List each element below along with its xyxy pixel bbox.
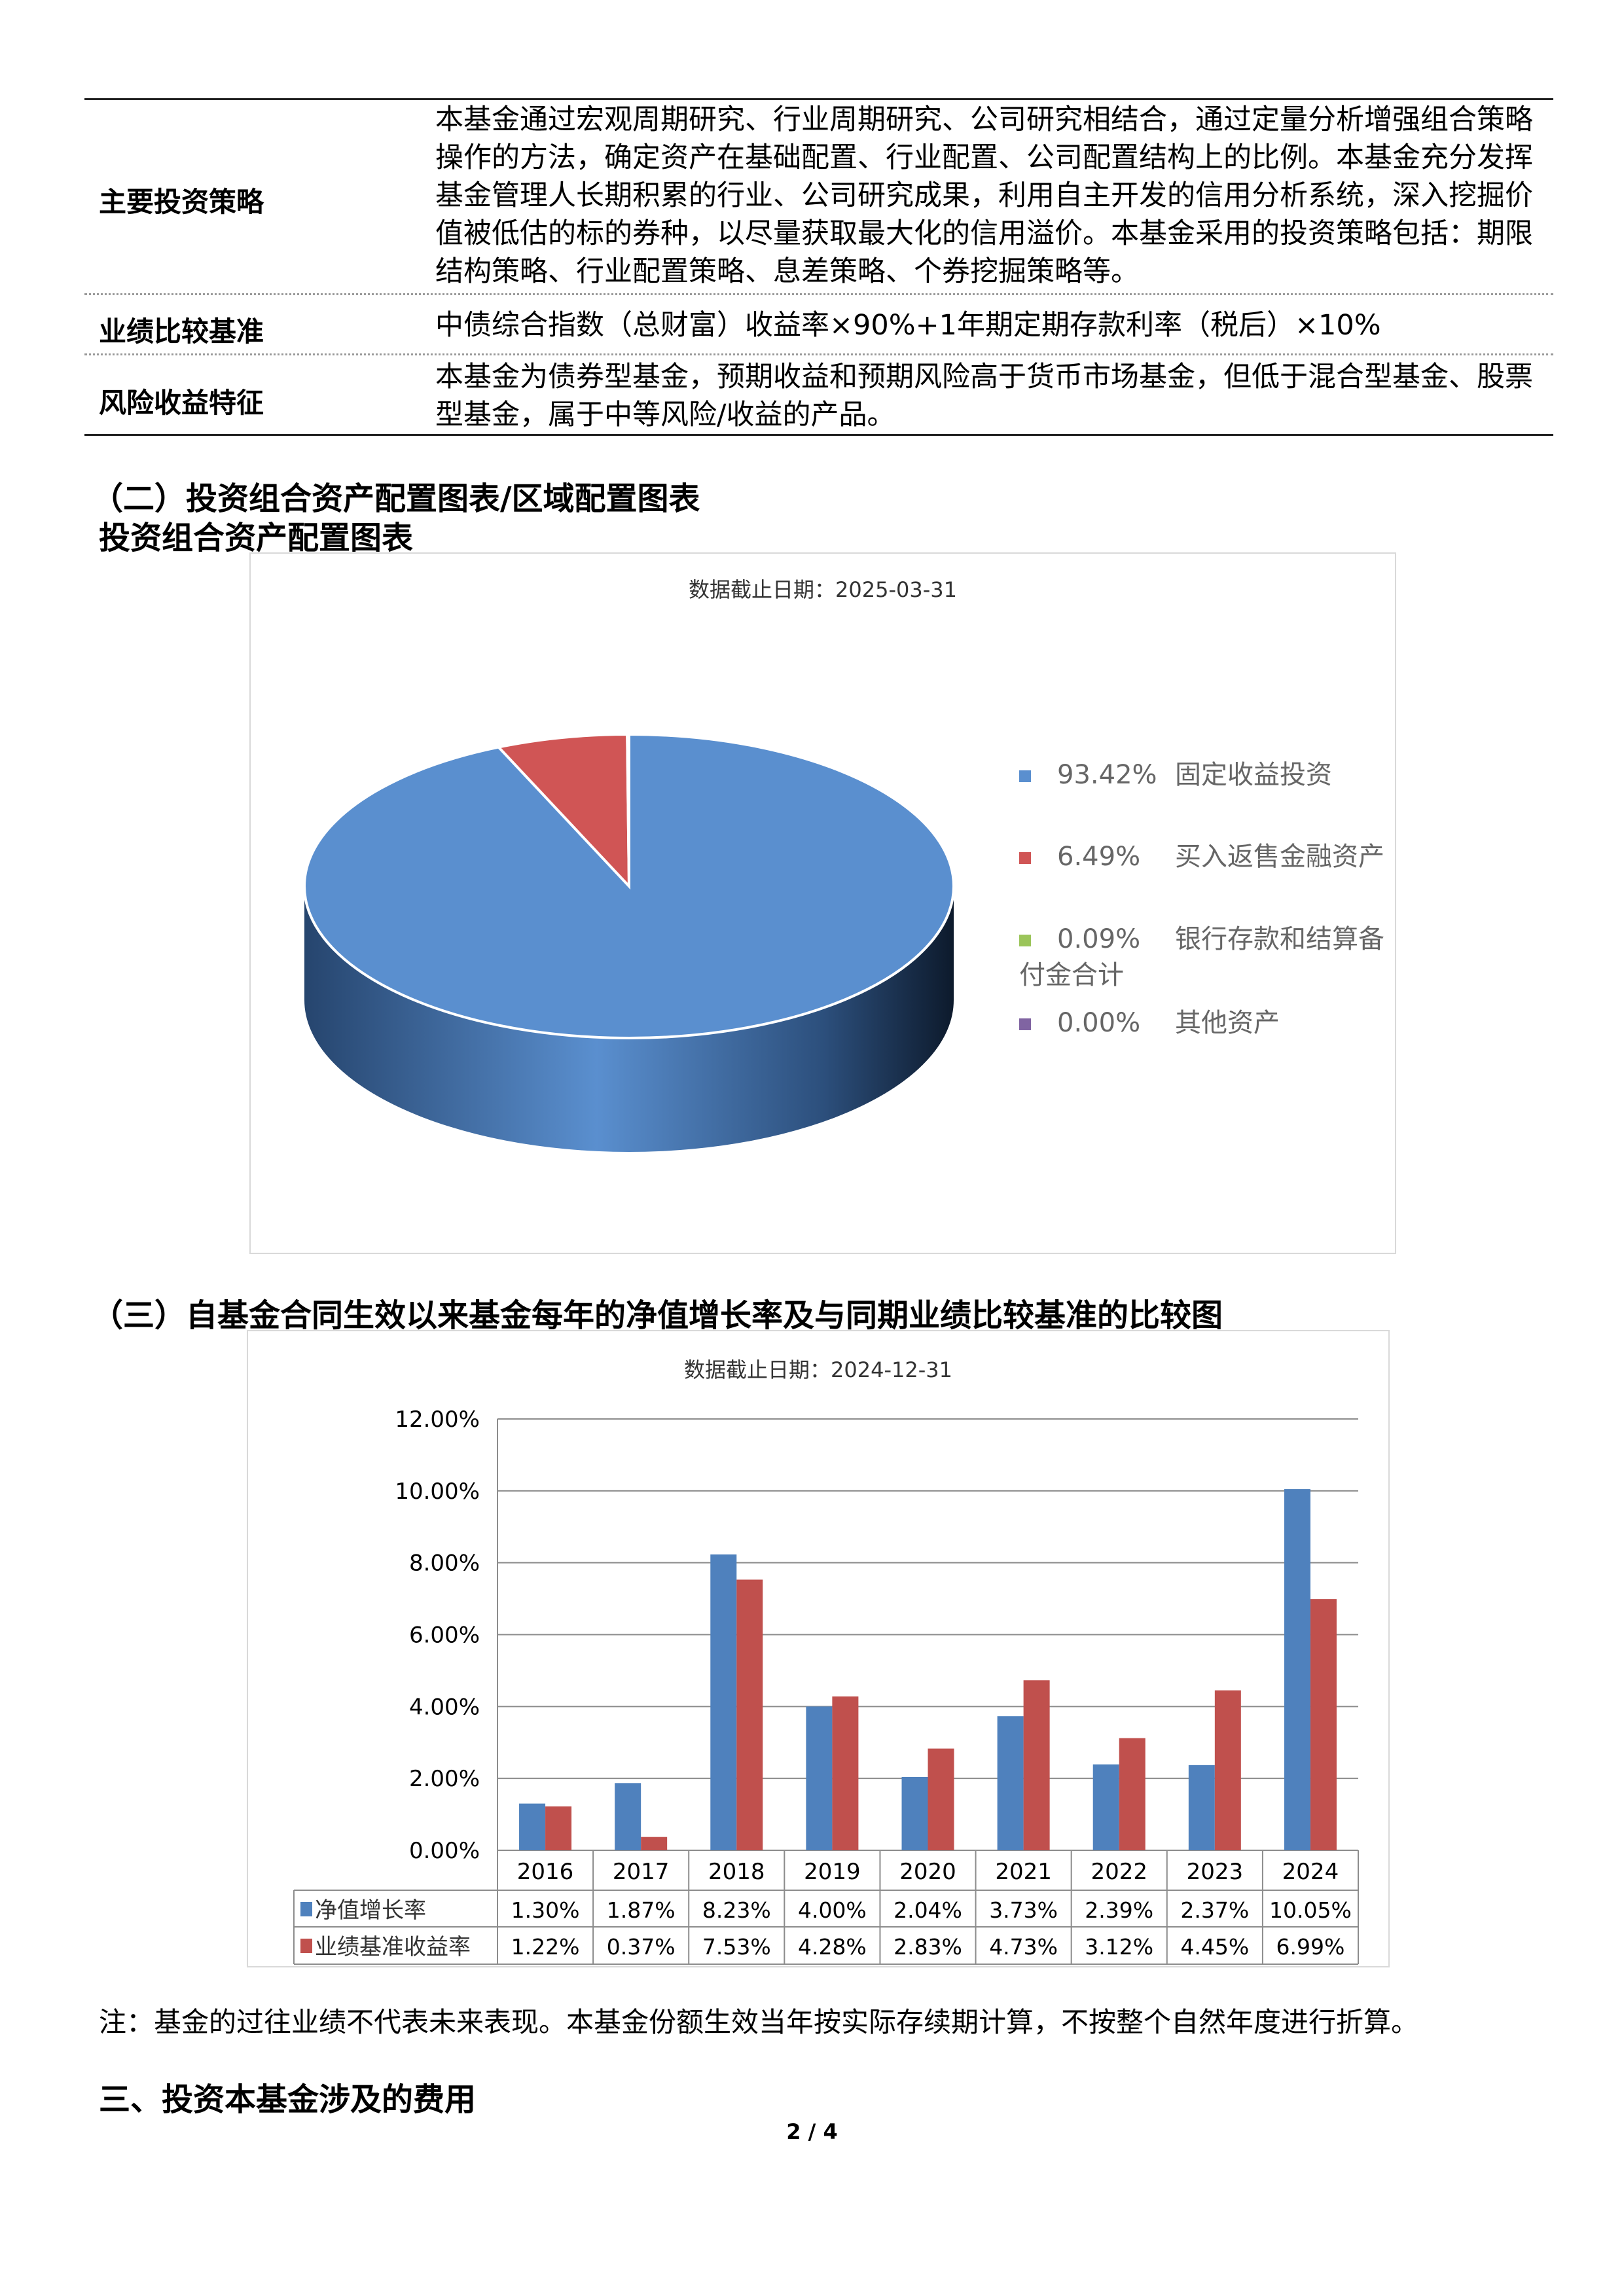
table-top-border: [84, 98, 1553, 100]
row-divider: [84, 293, 1553, 295]
bar: [997, 1716, 1024, 1850]
y-tick-label: 2.00%: [409, 1766, 480, 1792]
data-label: 1.30%: [511, 1897, 580, 1923]
data-label: 2.04%: [893, 1897, 962, 1923]
legend-value: 0.00%: [1057, 1008, 1141, 1038]
bar-chart: 0.00% 2.00% 4.00% 6.00% 8.00% 10.00% 12.00% 201…: [293, 1407, 1359, 1965]
section-heading-performance: （三）自基金合同生效以来基金每年的净值增长率及与同期业绩比较基准的比较图: [92, 1297, 1223, 1334]
legend-label: 固定收益投资: [1175, 760, 1332, 790]
data-label: 8.23%: [702, 1897, 771, 1923]
bar-chart-frame: 数据截止日期：2024-12-31: [247, 1330, 1390, 1967]
legend-swatch: [1019, 770, 1031, 782]
x-tick-label: 2020: [899, 1859, 956, 1885]
y-tick-label: 0.00%: [409, 1838, 480, 1864]
data-label: 3.73%: [989, 1897, 1058, 1923]
bar: [1188, 1765, 1215, 1850]
bar: [1310, 1599, 1337, 1850]
legend-value: 93.42%: [1057, 760, 1157, 790]
row-content-benchmark: 中债综合指数（总财富）收益率×90%+1年期定期存款利率（税后）×10%: [435, 309, 1381, 342]
y-tick-label: 10.00%: [395, 1479, 480, 1505]
performance-note: 注：基金的过往业绩不代表未来表现。本基金份额生效当年按实际存续期计算，不按整个自…: [99, 2006, 1419, 2038]
legend-item: 0.00% 其他资产: [1019, 1005, 1386, 1041]
data-label: 1.22%: [511, 1934, 580, 1960]
section-heading-fees: 三、投资本基金涉及的费用: [99, 2081, 477, 2118]
data-label: 2.83%: [893, 1934, 962, 1960]
row-label-risk: 风险收益特征: [99, 387, 264, 419]
x-tick-label: 2023: [1187, 1859, 1244, 1885]
legend-value: 0.09%: [1057, 924, 1141, 954]
bar: [545, 1806, 572, 1850]
pie-slice: [626, 732, 630, 887]
data-label: 2.37%: [1180, 1897, 1249, 1923]
x-tick-label: 2018: [708, 1859, 765, 1885]
row-content-risk: 本基金为债券型基金，预期收益和预期风险高于货币市场基金，但低于混合型基金、股票型…: [435, 361, 1533, 431]
data-label: 10.05%: [1269, 1897, 1352, 1923]
pie-side: [304, 886, 954, 1152]
bar: [832, 1696, 859, 1850]
bar: [615, 1783, 641, 1850]
data-label: 4.28%: [798, 1934, 867, 1960]
page-number: 2 / 4: [786, 2119, 838, 2144]
x-tick-label: 2021: [995, 1859, 1052, 1885]
y-tick-label: 6.00%: [409, 1623, 480, 1649]
legend-label: 买入返售金融资产: [1175, 842, 1384, 872]
data-label: 7.53%: [702, 1934, 771, 1960]
bar: [1119, 1738, 1146, 1850]
legend-swatch: [1019, 935, 1031, 946]
x-tick-label: 2016: [517, 1859, 574, 1885]
table-bottom-border: [84, 434, 1553, 436]
bar: [519, 1803, 546, 1850]
bar: [806, 1706, 833, 1850]
bar: [1284, 1489, 1310, 1850]
legend-label: 其他资产: [1175, 1008, 1280, 1038]
legend-item: 0.09% 银行存款和结算备付金合计: [1019, 922, 1386, 994]
x-tick-label: 2022: [1091, 1859, 1147, 1885]
legend-swatch: [1019, 852, 1031, 864]
legend-label: 银行存款和结算备付金合计: [1019, 924, 1384, 990]
bar: [736, 1579, 763, 1850]
data-label: 0.37%: [607, 1934, 676, 1960]
bar: [1214, 1690, 1241, 1850]
pie-chart-frame: 数据截止日期：2025-03-31: [249, 552, 1396, 1254]
bar: [641, 1837, 668, 1850]
pie-chart: [303, 732, 955, 1152]
data-label: 1.87%: [607, 1897, 676, 1923]
pie-chart-title: 数据截止日期：2025-03-31: [689, 577, 957, 602]
bar: [928, 1748, 954, 1850]
data-label: 2.39%: [1085, 1897, 1153, 1923]
data-label: 4.45%: [1180, 1934, 1249, 1960]
y-tick-label: 8.00%: [409, 1551, 480, 1577]
bar: [1023, 1680, 1050, 1850]
y-tick-label: 4.00%: [409, 1694, 480, 1720]
bar: [1092, 1764, 1119, 1850]
data-label: 6.99%: [1276, 1934, 1345, 1960]
pie-slice: [496, 732, 631, 890]
row-divider: [84, 353, 1553, 355]
section-heading-allocation: （二）投资组合资产配置图表/区域配置图表: [92, 480, 700, 517]
x-tick-label: 2017: [613, 1859, 670, 1885]
data-label: 3.12%: [1085, 1934, 1153, 1960]
bar: [901, 1776, 928, 1850]
legend-item: 6.49% 买入返售金融资产: [1019, 839, 1386, 875]
row-label-benchmark: 业绩比较基准: [99, 315, 264, 348]
legend-value: 6.49%: [1057, 842, 1141, 872]
legend-item: 93.42% 固定收益投资: [1019, 757, 1386, 793]
bar-chart-title: 数据截止日期：2024-12-31: [684, 1357, 952, 1382]
row-content-strategy: 本基金通过宏观周期研究、行业周期研究、公司研究相结合，通过定量分析增强组合策略操…: [435, 103, 1533, 288]
data-label: 4.00%: [798, 1897, 867, 1923]
data-label: 4.73%: [989, 1934, 1058, 1960]
legend-swatch: [300, 1939, 312, 1953]
y-tick-label: 12.00%: [395, 1407, 480, 1433]
row-label-strategy: 主要投资策略: [99, 186, 264, 218]
series-name: 业绩基准收益率: [315, 1934, 471, 1960]
section-subheading-allocation: 投资组合资产配置图表: [99, 520, 414, 556]
x-tick-label: 2019: [804, 1859, 861, 1885]
series-name: 净值增长率: [315, 1897, 426, 1924]
bar: [710, 1554, 737, 1850]
legend-swatch: [1019, 1018, 1031, 1030]
x-tick-label: 2024: [1282, 1859, 1339, 1885]
legend-swatch: [300, 1902, 312, 1916]
